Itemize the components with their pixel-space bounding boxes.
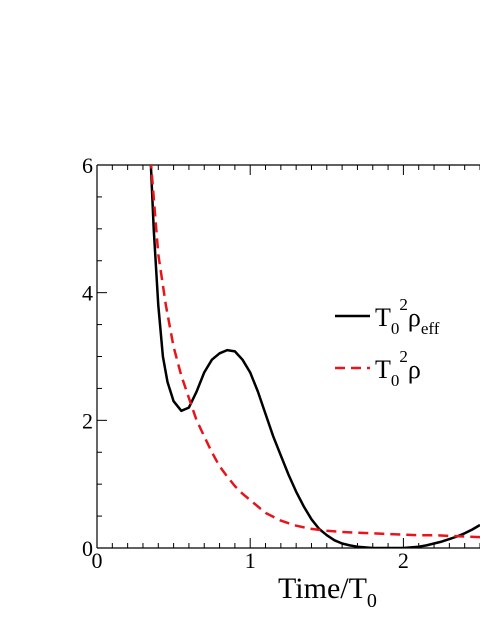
y-tick-label: 2 (82, 408, 93, 433)
legend-label-0: T02ρeff (375, 295, 440, 338)
legend-label-1: T02ρ (375, 347, 421, 390)
x-tick-label: 2 (398, 548, 409, 573)
y-tick-label: 6 (82, 153, 93, 178)
x-axis-title: Time/T0 (278, 572, 377, 612)
legend: T02ρeff T02ρ (335, 295, 440, 390)
y-ticks: 0 2 4 6 (82, 153, 107, 561)
x-tick-label: 1 (245, 548, 256, 573)
x-tick-label: 0 (92, 548, 103, 573)
y-tick-label: 4 (82, 281, 93, 306)
x-ticks: 0 1 2 (92, 165, 480, 573)
series-line-0 (149, 165, 480, 548)
series-layer (149, 165, 480, 548)
y-tick-label: 0 (82, 536, 93, 561)
series-line-1 (149, 165, 480, 539)
